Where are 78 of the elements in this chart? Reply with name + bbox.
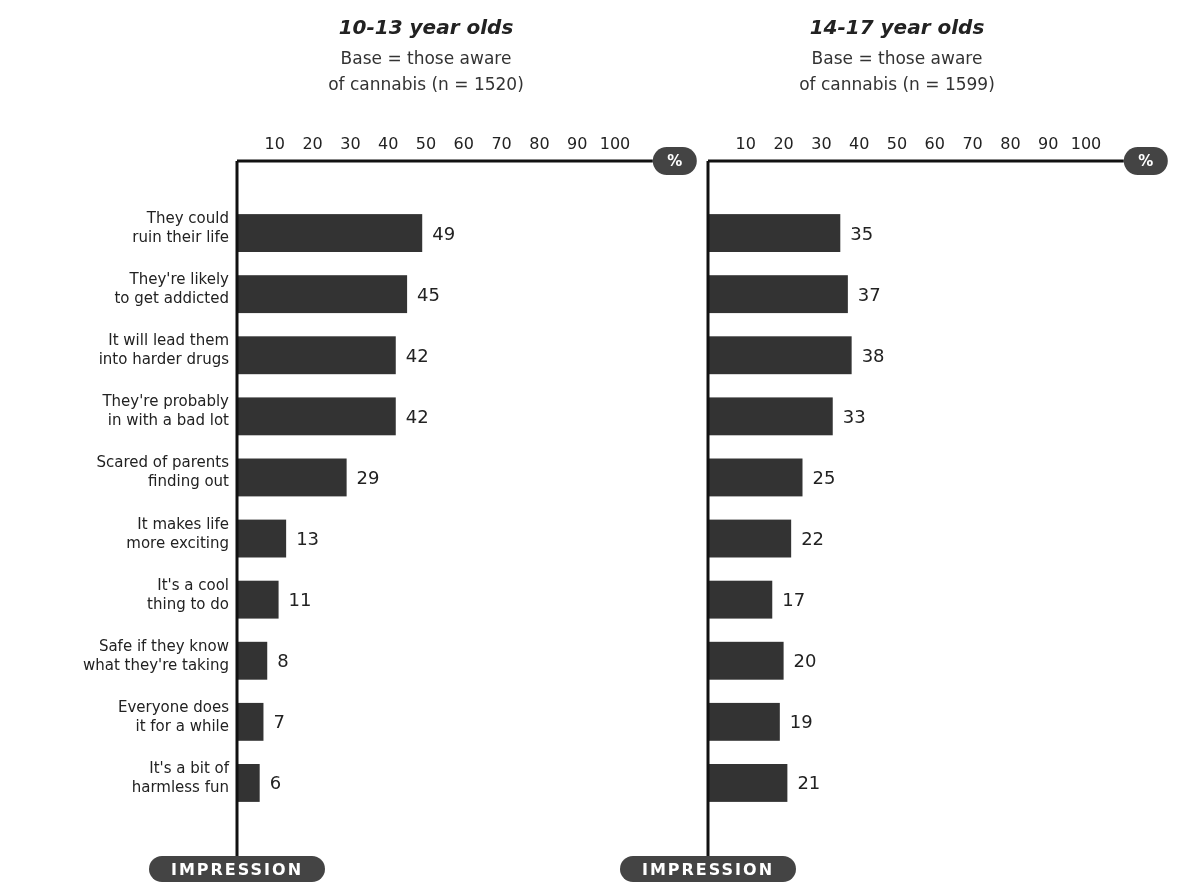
bar [237,764,260,802]
x-tick-label: 30 [340,134,361,153]
data-label: 37 [857,283,881,305]
bar [237,641,268,680]
bar [708,397,833,436]
y-tick-label: It's a cool thing to do [147,575,229,613]
y-tick-label: Safe if they know what they're taking [82,636,229,674]
bar [708,336,852,375]
y-tick-label: Everyone does it for a while [117,697,230,735]
y-tick-label: They're likely to get addicted [114,270,230,308]
bar [237,702,264,741]
x-tick-label: 100 [1070,134,1102,153]
y-tick-label: They're probably in with a bad lot [101,392,230,430]
bar [708,519,792,558]
x-tick-label: 30 [811,134,832,153]
x-tick-label: 60 [453,134,474,153]
data-label: 8 [277,650,289,672]
x-tick-label: 70 [491,134,512,153]
data-label: 11 [288,589,312,611]
data-label: 20 [793,650,817,672]
data-label: 35 [850,222,874,244]
data-label: 13 [296,528,320,550]
x-axis-title: % [1138,152,1154,170]
y-tick-label: It's a bit of harmless fun [131,758,230,796]
data-label: 29 [356,466,380,488]
data-label: 21 [797,772,821,794]
x-tick-label: 90 [1038,134,1059,153]
bar [237,519,287,558]
data-label: 6 [269,772,282,794]
x-tick-label: 60 [924,134,945,153]
data-label: 49 [432,222,456,244]
bar [237,214,423,252]
x-tick-label: 90 [567,134,588,153]
bar [708,214,841,252]
x-tick-label: 40 [849,134,870,153]
data-label: 42 [405,405,429,427]
chart-title: 14-17 year olds [809,15,985,39]
bar [708,641,784,680]
y-tick-label: Scared of parents finding out [96,453,230,491]
y-tick-label: It makes life more exciting [126,514,229,552]
data-label: 33 [842,405,866,427]
x-tick-label: 100 [599,134,631,153]
x-tick-label: 20 [302,134,323,153]
data-label: 42 [405,344,429,366]
chart-subtitle: Base = those aware of cannabis (n = 1599) [799,48,995,94]
chart-title: 10-13 year olds [338,15,514,39]
x-tick-label: 80 [1000,134,1021,153]
y-axis-title: IMPRESSION [170,859,304,879]
data-label: 7 [273,711,285,733]
bar [237,397,396,436]
bar [237,336,396,375]
x-tick-label: 10 [264,134,285,153]
bar [708,764,788,802]
x-tick-label: 80 [529,134,550,153]
data-label: 22 [801,528,825,550]
x-tick-label: 20 [773,134,794,153]
data-label: 45 [417,283,441,305]
bar [237,580,279,619]
x-tick-label: 10 [735,134,756,153]
bar [237,458,347,497]
x-axis-title: % [667,152,683,170]
y-tick-label: It will lead them into harder drugs [98,331,230,369]
x-tick-label: 50 [886,134,908,153]
y-tick-label: They could ruin their life [132,209,229,247]
data-label: 17 [782,589,806,611]
chart-subtitle: Base = those aware of cannabis (n = 1520) [328,48,524,94]
bar [708,580,773,619]
bar [708,702,780,741]
x-tick-label: 50 [415,134,437,153]
x-tick-label: 70 [962,134,983,153]
data-label: 38 [861,344,885,366]
data-label: 19 [789,711,813,733]
bar [708,275,848,314]
x-tick-label: 40 [378,134,399,153]
bar [708,458,803,497]
bar [237,275,408,314]
data-label: 25 [812,466,836,488]
y-axis-title: IMPRESSION [641,859,775,879]
